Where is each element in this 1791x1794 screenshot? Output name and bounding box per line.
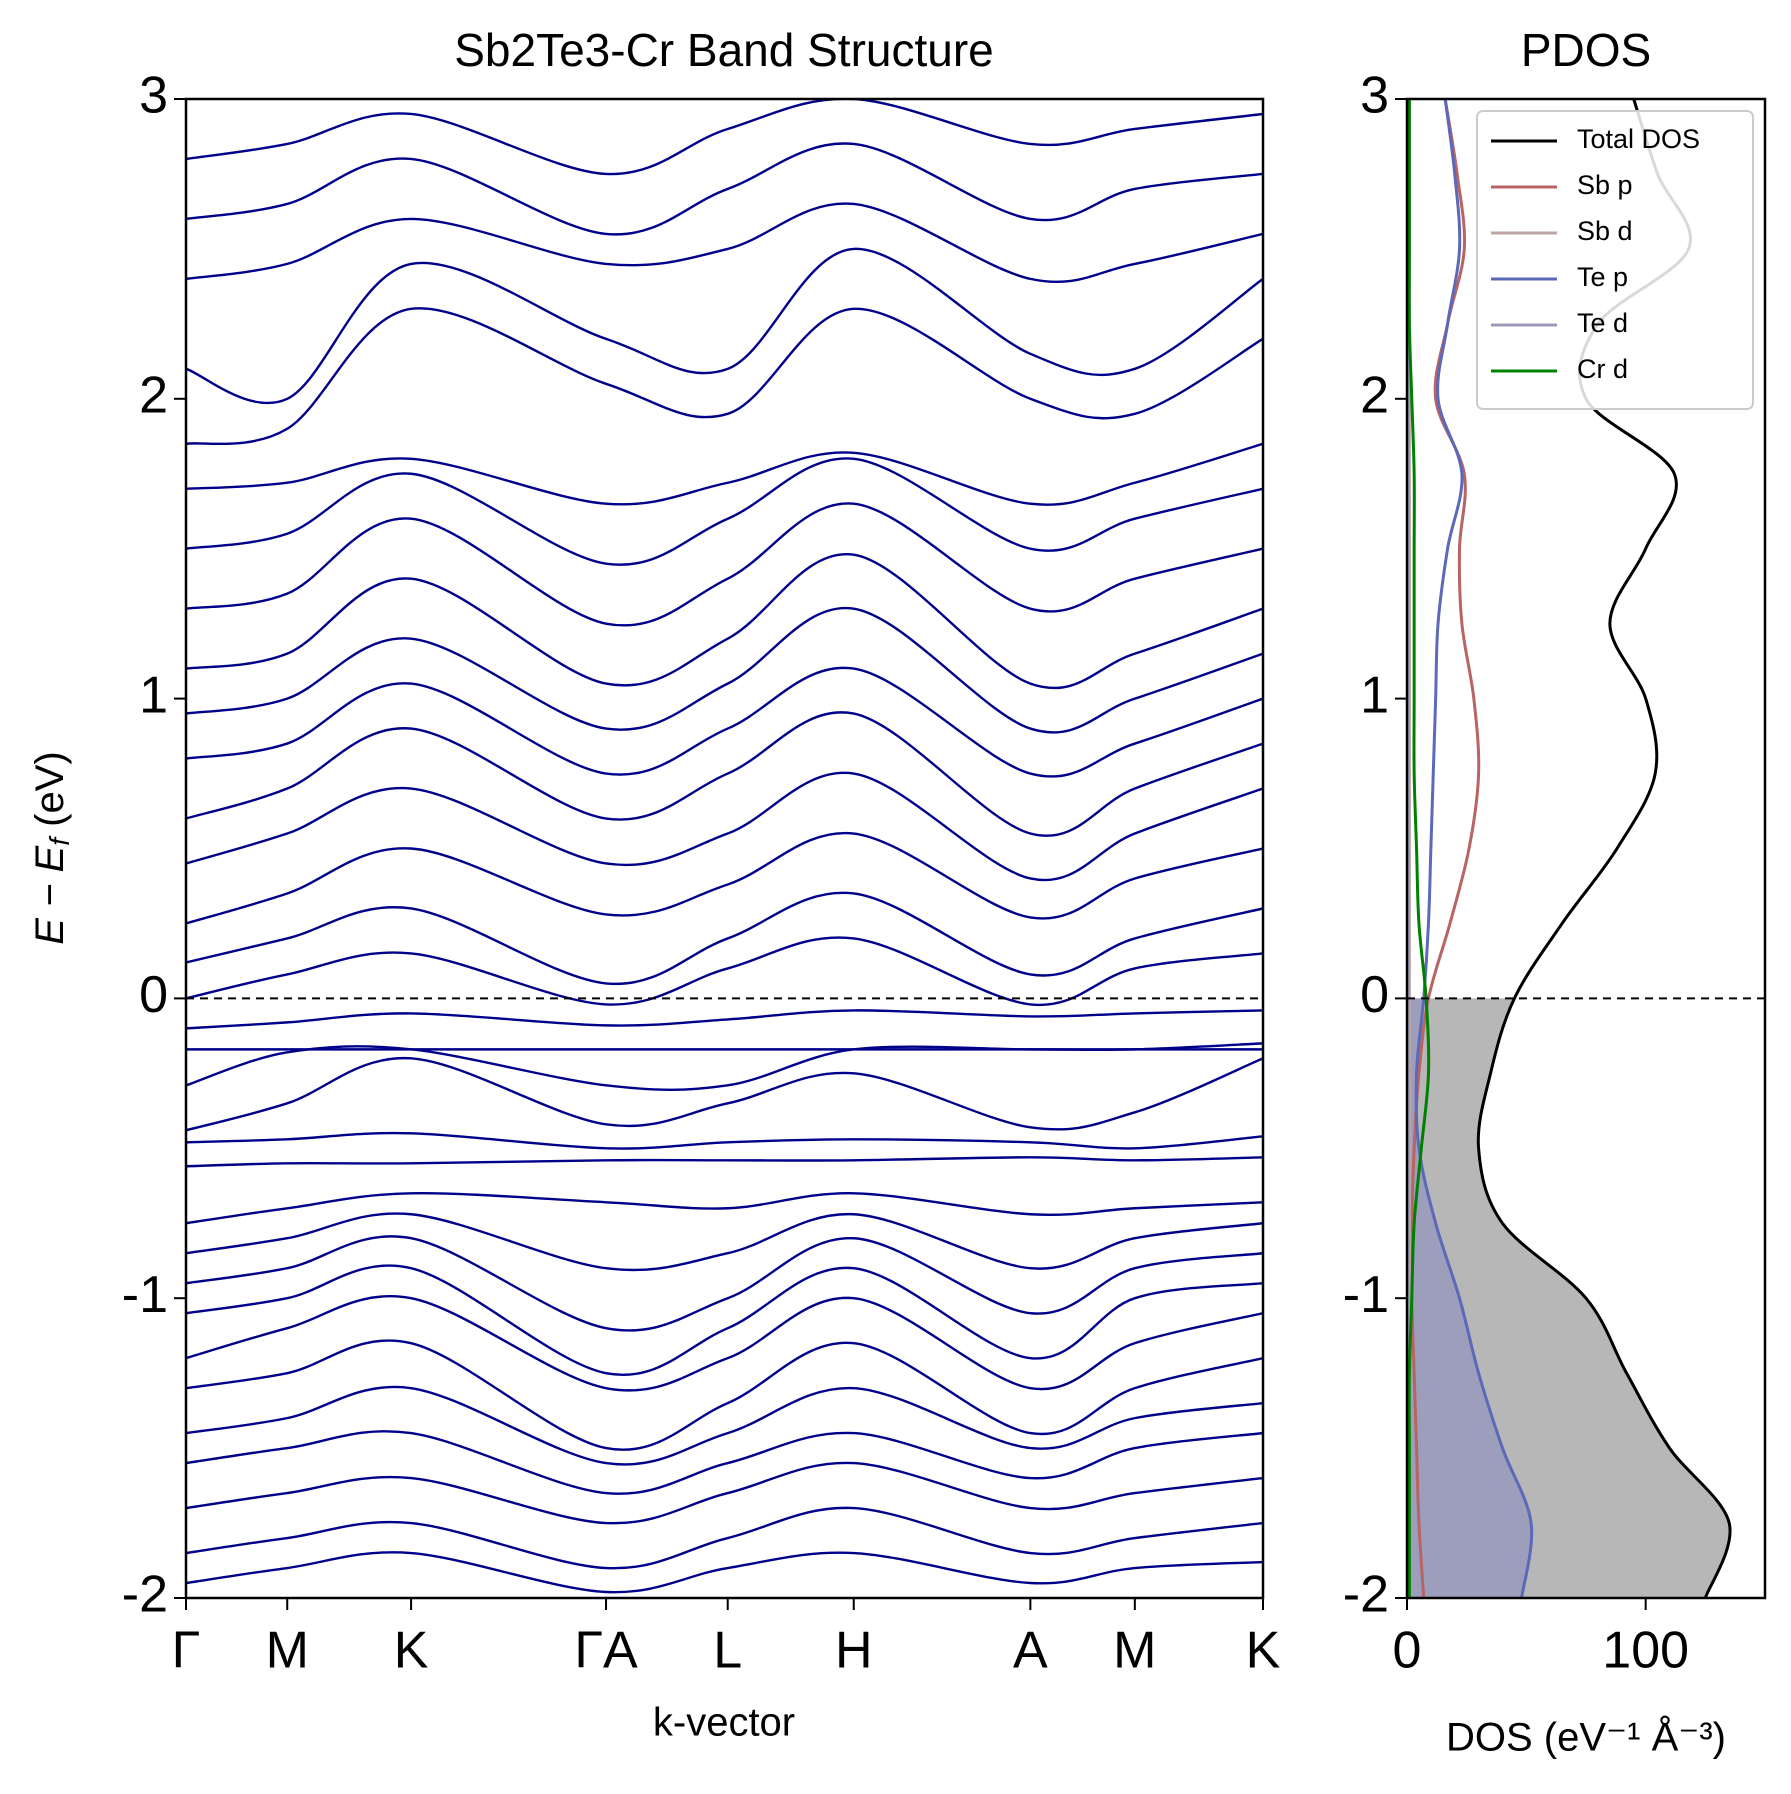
band-line bbox=[186, 247, 1263, 405]
y-tick-label: 2 bbox=[139, 367, 168, 425]
band-line bbox=[186, 457, 1263, 566]
band-line bbox=[186, 1264, 1263, 1376]
x-tick-label: H bbox=[835, 1622, 873, 1680]
y-label-sub: f bbox=[44, 835, 75, 846]
x-tick-label: A bbox=[1013, 1622, 1048, 1680]
y-tick-label: 1 bbox=[1360, 666, 1389, 724]
band-line bbox=[186, 771, 1263, 882]
x-tick-label: L bbox=[713, 1622, 742, 1680]
legend-label: Te d bbox=[1577, 308, 1628, 338]
dos-line bbox=[1407, 99, 1431, 1598]
x-tick-label: M bbox=[1113, 1622, 1156, 1680]
y-label-part: (eV) bbox=[28, 751, 72, 838]
y-axis-label: E − Ef (eV) bbox=[28, 751, 76, 944]
plot-area bbox=[186, 99, 1263, 1594]
plot-frame bbox=[184, 97, 1265, 1600]
band-line bbox=[186, 831, 1263, 925]
band-line bbox=[186, 1339, 1263, 1451]
y-tick-label: -1 bbox=[1343, 1266, 1389, 1324]
band-line bbox=[186, 1385, 1263, 1466]
x-tick-label: 100 bbox=[1602, 1622, 1689, 1680]
x-tick-label: M bbox=[266, 1622, 309, 1680]
y-tick-label: 0 bbox=[139, 966, 168, 1024]
band-line bbox=[186, 666, 1263, 778]
band-line bbox=[186, 307, 1263, 446]
band-line bbox=[186, 711, 1263, 837]
chart-title: Sb2Te3-Cr Band Structure bbox=[454, 24, 994, 76]
legend: Total DOS Sb p Sb d Te p Te d Cr d bbox=[1476, 110, 1754, 410]
y-tick-label: 2 bbox=[1360, 367, 1389, 425]
band-line bbox=[186, 1057, 1263, 1132]
legend-label: Total DOS bbox=[1577, 124, 1700, 154]
y-label-part: E − E bbox=[28, 844, 72, 944]
band-line bbox=[186, 1461, 1263, 1525]
dos-line bbox=[1414, 99, 1534, 1598]
x-tick-label: 0 bbox=[1393, 1622, 1422, 1680]
legend-label: Cr d bbox=[1577, 354, 1628, 384]
band-line bbox=[186, 1212, 1263, 1272]
band-line bbox=[186, 442, 1263, 506]
x-axis-label: k-vector bbox=[653, 1701, 795, 1745]
band-line bbox=[186, 1430, 1263, 1495]
band-line bbox=[186, 99, 1263, 176]
x-tick-label: Γ bbox=[172, 1622, 201, 1680]
plot-area bbox=[1407, 99, 1732, 1598]
band-line bbox=[186, 1009, 1263, 1030]
band-line bbox=[186, 606, 1263, 734]
y-tick-label: 1 bbox=[139, 666, 168, 724]
band-line bbox=[186, 553, 1263, 690]
chart-title: PDOS bbox=[1521, 24, 1651, 76]
band-line bbox=[186, 1191, 1263, 1225]
x-tick-label: ΓA bbox=[574, 1622, 638, 1680]
y-tick-label: 3 bbox=[139, 67, 168, 125]
band-line bbox=[186, 502, 1263, 627]
band-line bbox=[186, 1506, 1263, 1570]
y-tick-label: -1 bbox=[122, 1266, 168, 1324]
legend-label: Sb d bbox=[1577, 216, 1633, 246]
x-tick-label: K bbox=[1246, 1622, 1281, 1680]
band-line bbox=[186, 202, 1263, 284]
band-line bbox=[186, 1131, 1263, 1150]
x-axis-label: DOS (eV⁻¹ Å⁻³) bbox=[1446, 1715, 1726, 1760]
x-tick-label: K bbox=[394, 1622, 429, 1680]
band-line bbox=[186, 1156, 1263, 1168]
band-line bbox=[186, 1551, 1263, 1594]
legend-label: Sb p bbox=[1577, 170, 1633, 200]
band-line bbox=[186, 936, 1263, 1007]
band-line bbox=[186, 891, 1263, 986]
band-line bbox=[186, 142, 1263, 236]
area-fill bbox=[1407, 998, 1532, 1598]
y-tick-label: 0 bbox=[1360, 966, 1389, 1024]
plot-frame bbox=[1405, 97, 1767, 1600]
band-line bbox=[186, 1295, 1263, 1392]
y-tick-label: -2 bbox=[122, 1566, 168, 1624]
y-tick-label: 3 bbox=[1360, 67, 1389, 125]
legend-label: Te p bbox=[1577, 262, 1628, 292]
band-line bbox=[186, 1235, 1263, 1332]
y-tick-label: -2 bbox=[1343, 1566, 1389, 1624]
